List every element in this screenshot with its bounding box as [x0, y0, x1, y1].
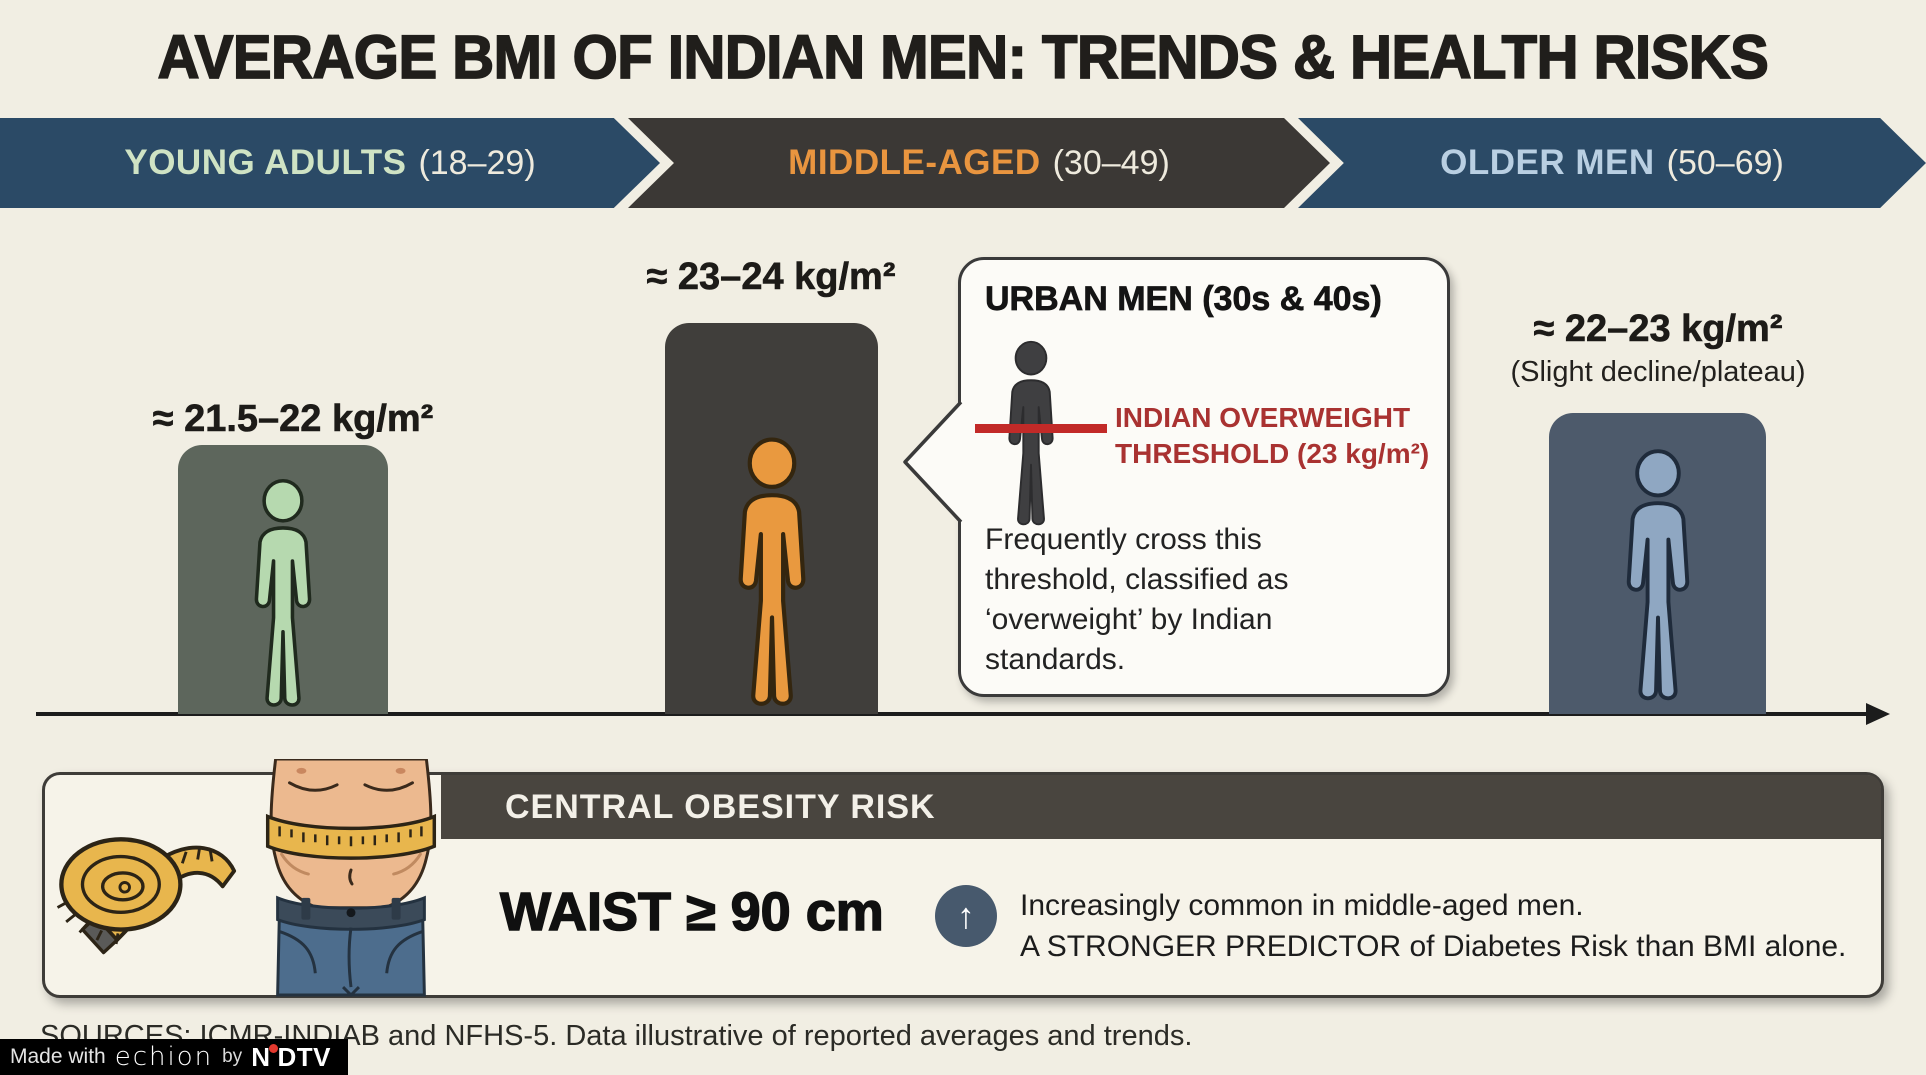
middle-aged-person-icon: [702, 434, 841, 712]
middle-aged-label: MIDDLE-AGED: [788, 143, 1041, 182]
older-men-range: (50–69): [1666, 143, 1784, 182]
timeline-arrowhead-icon: [1866, 703, 1890, 725]
middle-aged-card: [665, 323, 878, 714]
up-arrow-icon: ↑: [935, 885, 997, 947]
banner-segment-middle-aged: MIDDLE-AGED (30–49): [628, 118, 1330, 208]
central-obesity-description: Increasingly common in middle-aged men. …: [1020, 889, 1847, 963]
waist-threshold-value: WAIST ≥ 90 cm: [499, 881, 884, 943]
ndtv-logo-n: N: [251, 1041, 271, 1072]
overweight-threshold-label: INDIAN OVERWEIGHT THRESHOLD (23 kg/m²): [1115, 402, 1430, 469]
callout-body-text: Frequently cross this threshold, classif…: [985, 523, 1289, 676]
belly-waist-illustration: [265, 759, 437, 997]
banner-segment-young-adults: YOUNG ADULTS (18–29): [0, 118, 660, 208]
central-obesity-header-bar: CENTRAL OBESITY RISK: [441, 775, 1881, 839]
callout-title: URBAN MEN (30s & 40s): [985, 280, 1382, 319]
young-adults-card: [178, 445, 388, 714]
page-title: AVERAGE BMI OF INDIAN MEN: TRENDS & HEAL…: [157, 22, 1770, 93]
older-men-bmi-value: ≈ 22–23 kg/m²: [1533, 308, 1783, 351]
banner-segment-older-men: OLDER MEN (50–69): [1298, 118, 1926, 208]
central-obesity-header: CENTRAL OBESITY RISK: [505, 787, 936, 826]
older-man-person-icon: [1593, 440, 1723, 712]
central-obesity-panel: CENTRAL OBESITY RISK: [42, 759, 1884, 998]
older-men-card: [1549, 413, 1766, 714]
ndtv-red-dot-icon: [269, 1043, 279, 1053]
credit-bar: Made with echion by N DTV: [0, 1039, 348, 1075]
threshold-person-icon: [983, 338, 1079, 530]
older-men-label: OLDER MEN: [1440, 143, 1655, 182]
young-adults-range: (18–29): [418, 143, 536, 182]
middle-aged-bmi-value: ≈ 23–24 kg/m²: [646, 256, 896, 299]
young-adults-label: YOUNG ADULTS: [124, 143, 407, 182]
age-group-banner: YOUNG ADULTS (18–29) MIDDLE-AGED (30–49)…: [0, 118, 1926, 208]
by-text: by: [222, 1046, 243, 1067]
ndtv-logo: N DTV: [251, 1042, 331, 1073]
young-adult-person-icon: [224, 476, 342, 712]
measuring-tape-icon: [56, 837, 237, 955]
callout-tail-icon: [903, 400, 963, 524]
urban-men-callout: URBAN MEN (30s & 40s) INDIAN OVERWEIGHT …: [958, 257, 1450, 697]
timeline-axis: [36, 712, 1878, 716]
middle-aged-range: (30–49): [1052, 143, 1170, 182]
echion-logo: echion: [114, 1042, 214, 1072]
older-men-trend-note: (Slight decline/plateau): [1510, 356, 1806, 388]
overweight-threshold-line: [975, 424, 1107, 433]
made-with-text: Made with: [10, 1045, 106, 1068]
ndtv-logo-dtv: DTV: [277, 1041, 331, 1072]
young-adults-bmi-value: ≈ 21.5–22 kg/m²: [152, 398, 434, 441]
